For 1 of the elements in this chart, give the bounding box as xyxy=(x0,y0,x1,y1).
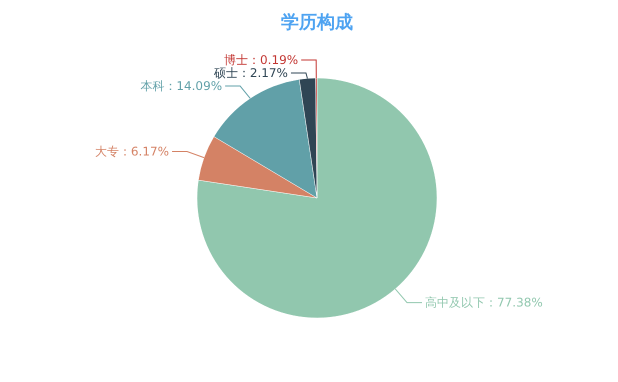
chart-title: 学历构成 xyxy=(281,12,353,33)
